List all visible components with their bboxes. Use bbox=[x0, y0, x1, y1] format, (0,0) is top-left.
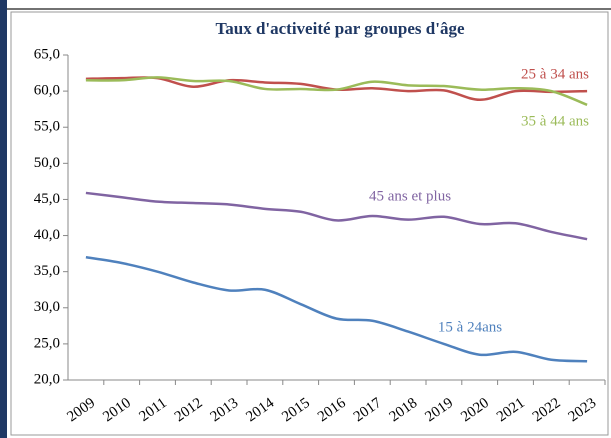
y-tick-label: 30,0 bbox=[34, 299, 60, 315]
y-tick-label: 55,0 bbox=[34, 119, 60, 135]
series-label: 15 à 24ans bbox=[438, 319, 502, 335]
y-tick-label: 45,0 bbox=[34, 191, 60, 207]
series-label: 35 à 44 ans bbox=[521, 113, 589, 129]
y-tick-label: 20,0 bbox=[34, 371, 60, 387]
y-tick-label: 40,0 bbox=[34, 227, 60, 243]
series-line bbox=[85, 76, 588, 107]
y-tick-label: 35,0 bbox=[34, 263, 60, 279]
series-label: 25 à 34 ans bbox=[521, 66, 589, 82]
y-tick-label: 60,0 bbox=[34, 83, 60, 99]
frame bbox=[10, 11, 609, 436]
series-label: 45 ans et plus bbox=[369, 188, 451, 204]
y-tick-label: 50,0 bbox=[34, 155, 60, 171]
chart-title: Taux d'activeité par groupes d'âge bbox=[215, 19, 464, 38]
left-bar bbox=[0, 0, 7, 438]
y-tick-label: 25,0 bbox=[34, 335, 60, 351]
series-line bbox=[85, 191, 588, 241]
series-line bbox=[85, 255, 588, 363]
y-tick-label: 65,0 bbox=[34, 46, 60, 62]
